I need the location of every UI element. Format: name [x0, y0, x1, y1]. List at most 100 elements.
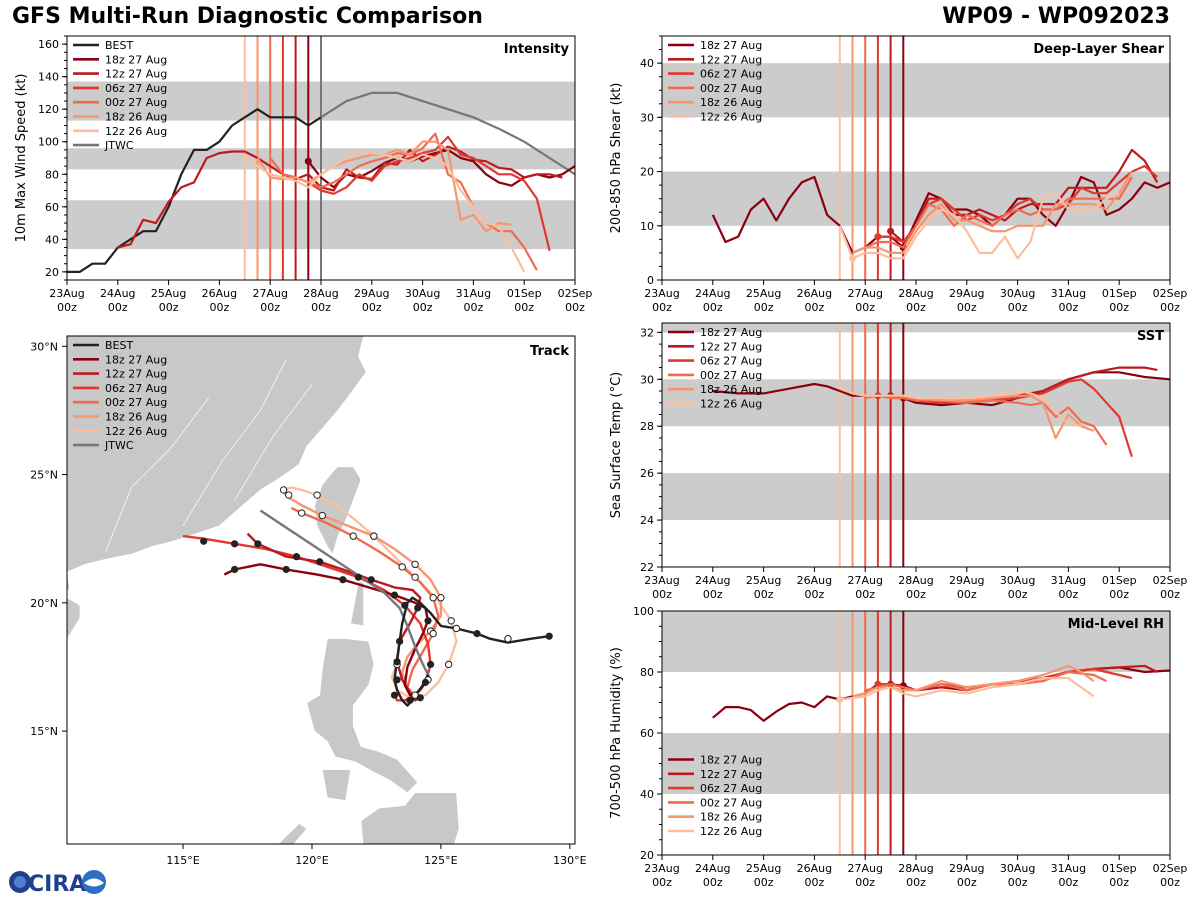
shear-legend-label: 18z 27 Aug: [700, 39, 762, 52]
shear-xtick-label: 31Aug: [1051, 287, 1086, 300]
rh-band: [662, 733, 1170, 794]
rh-xtick-label: 00z: [703, 876, 723, 889]
intensity-xtick-label: 00z: [464, 301, 484, 314]
shear-xtick-label: 00z: [652, 301, 672, 314]
rh-series-06z-27-aug: [877, 667, 1133, 692]
intensity-legend-label: 18z 27 Aug: [105, 53, 167, 66]
track-position-filled: [354, 573, 362, 581]
intensity-xtick-label: 01Sep: [507, 287, 542, 300]
intensity-xtick-label: 28Aug: [303, 287, 338, 300]
track-18z-26-aug: [282, 491, 443, 697]
track-legend-label: 12z 26 Aug: [105, 425, 167, 438]
intensity-ytick-label: 100: [38, 136, 59, 149]
track-position-filled: [421, 678, 430, 686]
shear-ytick-label: 0: [647, 274, 654, 287]
track-position-open: [437, 593, 445, 602]
track-position-open: [429, 629, 437, 638]
track-position-open: [313, 491, 321, 499]
rh-series-00z-27-aug: [864, 670, 1107, 692]
intensity-series-best: [67, 108, 322, 273]
track-position-filled: [339, 576, 347, 584]
shear-panel: 01020304023Aug00z24Aug00z25Aug00z26Aug00…: [609, 35, 1187, 314]
sst-xtick-label: 25Aug: [746, 574, 781, 587]
sst-ytick-label: 32: [640, 326, 654, 339]
intensity-xtick-label: 00z: [514, 301, 534, 314]
shear-xtick-label: 00z: [703, 301, 723, 314]
palawan-landmass: [278, 823, 308, 844]
sst-xtick-label: 27Aug: [847, 574, 882, 587]
rh-legend-label: 12z 26 Aug: [700, 825, 762, 838]
sst-xtick-label: 00z: [1109, 588, 1129, 601]
sst-xtick-label: 00z: [1160, 588, 1180, 601]
shear-xtick-label: 24Aug: [695, 287, 730, 300]
track-position-filled: [200, 537, 208, 545]
noaa-logo-bird-icon: [84, 878, 104, 887]
rh-ytick-label: 100: [633, 605, 654, 618]
sst-series-00z-27-aug: [864, 394, 1108, 446]
rh-xtick-label: 00z: [855, 876, 875, 889]
shear-plot-area: [662, 36, 1170, 280]
sst-xtick-label: 00z: [1008, 588, 1028, 601]
intensity-ytick-label: 140: [38, 71, 59, 84]
sst-ytick-label: 30: [640, 373, 654, 386]
track-legend-label: 18z 27 Aug: [105, 353, 167, 366]
hainan-landmass: [67, 597, 81, 640]
leizhou-landmass: [67, 571, 70, 593]
rh-series-12z-26-aug: [839, 676, 1095, 701]
rh-legend-label: 06z 27 Aug: [700, 782, 762, 795]
intensity-xtick-label: 00z: [362, 301, 382, 314]
rh-xtick-label: 00z: [1109, 876, 1129, 889]
intensity-ytick-label: 80: [45, 168, 59, 181]
track-position-filled: [545, 632, 553, 640]
rh-xtick-label: 28Aug: [898, 862, 933, 875]
sst-band: [662, 473, 1170, 521]
intensity-marker: [304, 157, 312, 165]
shear-xtick-label: 01Sep: [1102, 287, 1137, 300]
rh-band: [662, 611, 1170, 672]
sst-legend-label: 18z 26 Aug: [700, 383, 762, 396]
shear-series-00z-27-aug: [864, 176, 1133, 249]
intensity-legend-label: 12z 27 Aug: [105, 68, 167, 81]
sst-panel-title: SST: [1137, 329, 1164, 344]
intensity-xtick-label: 23Aug: [49, 287, 84, 300]
rh-xtick-label: 00z: [906, 876, 926, 889]
shear-ytick-label: 30: [640, 111, 654, 124]
shear-legend-label: 06z 27 Aug: [700, 68, 762, 81]
visayas-landmass: [360, 792, 460, 844]
track-xtick-label: 120°E: [295, 854, 328, 867]
track-position-filled: [282, 565, 290, 574]
track-position-filled: [390, 691, 399, 699]
shear-xtick-label: 00z: [1059, 301, 1079, 314]
sst-xtick-label: 00z: [703, 588, 723, 601]
intensity-ytick-label: 40: [45, 233, 59, 246]
track-xtick-label: 115°E: [166, 854, 199, 867]
intensity-legend-label: JTWC: [104, 139, 134, 152]
shear-legend-label: 18z 26 Aug: [700, 96, 762, 109]
intensity-xtick-label: 00z: [311, 301, 331, 314]
sst-legend-label: 06z 27 Aug: [700, 355, 762, 368]
track-position-open: [398, 563, 406, 571]
rh-xtick-label: 00z: [1160, 876, 1180, 889]
sst-xtick-label: 00z: [754, 588, 774, 601]
sst-ytick-label: 26: [640, 467, 654, 480]
rh-xtick-label: 00z: [652, 876, 672, 889]
intensity-ytick-label: 60: [45, 201, 59, 214]
shear-xtick-label: 00z: [754, 301, 774, 314]
shear-xtick-label: 00z: [1109, 301, 1129, 314]
sst-ytick-label: 28: [640, 420, 654, 433]
sst-legend-label: 12z 27 Aug: [700, 340, 762, 353]
shear-legend-label: 12z 26 Aug: [700, 111, 762, 124]
track-legend-label: 00z 27 Aug: [105, 396, 167, 409]
intensity-xtick-label: 00z: [57, 301, 77, 314]
rh-legend-label: 18z 27 Aug: [700, 754, 762, 767]
sst-xtick-label: 30Aug: [1000, 574, 1035, 587]
sst-xtick-label: 00z: [957, 588, 977, 601]
intensity-ylabel: 10m Max Wind Speed (kt): [14, 74, 29, 243]
cira-logo-inner-icon: [14, 876, 26, 888]
intensity-xtick-label: 24Aug: [100, 287, 135, 300]
track-legend-label: 18z 26 Aug: [105, 411, 167, 424]
shear-ytick-label: 10: [640, 220, 654, 233]
